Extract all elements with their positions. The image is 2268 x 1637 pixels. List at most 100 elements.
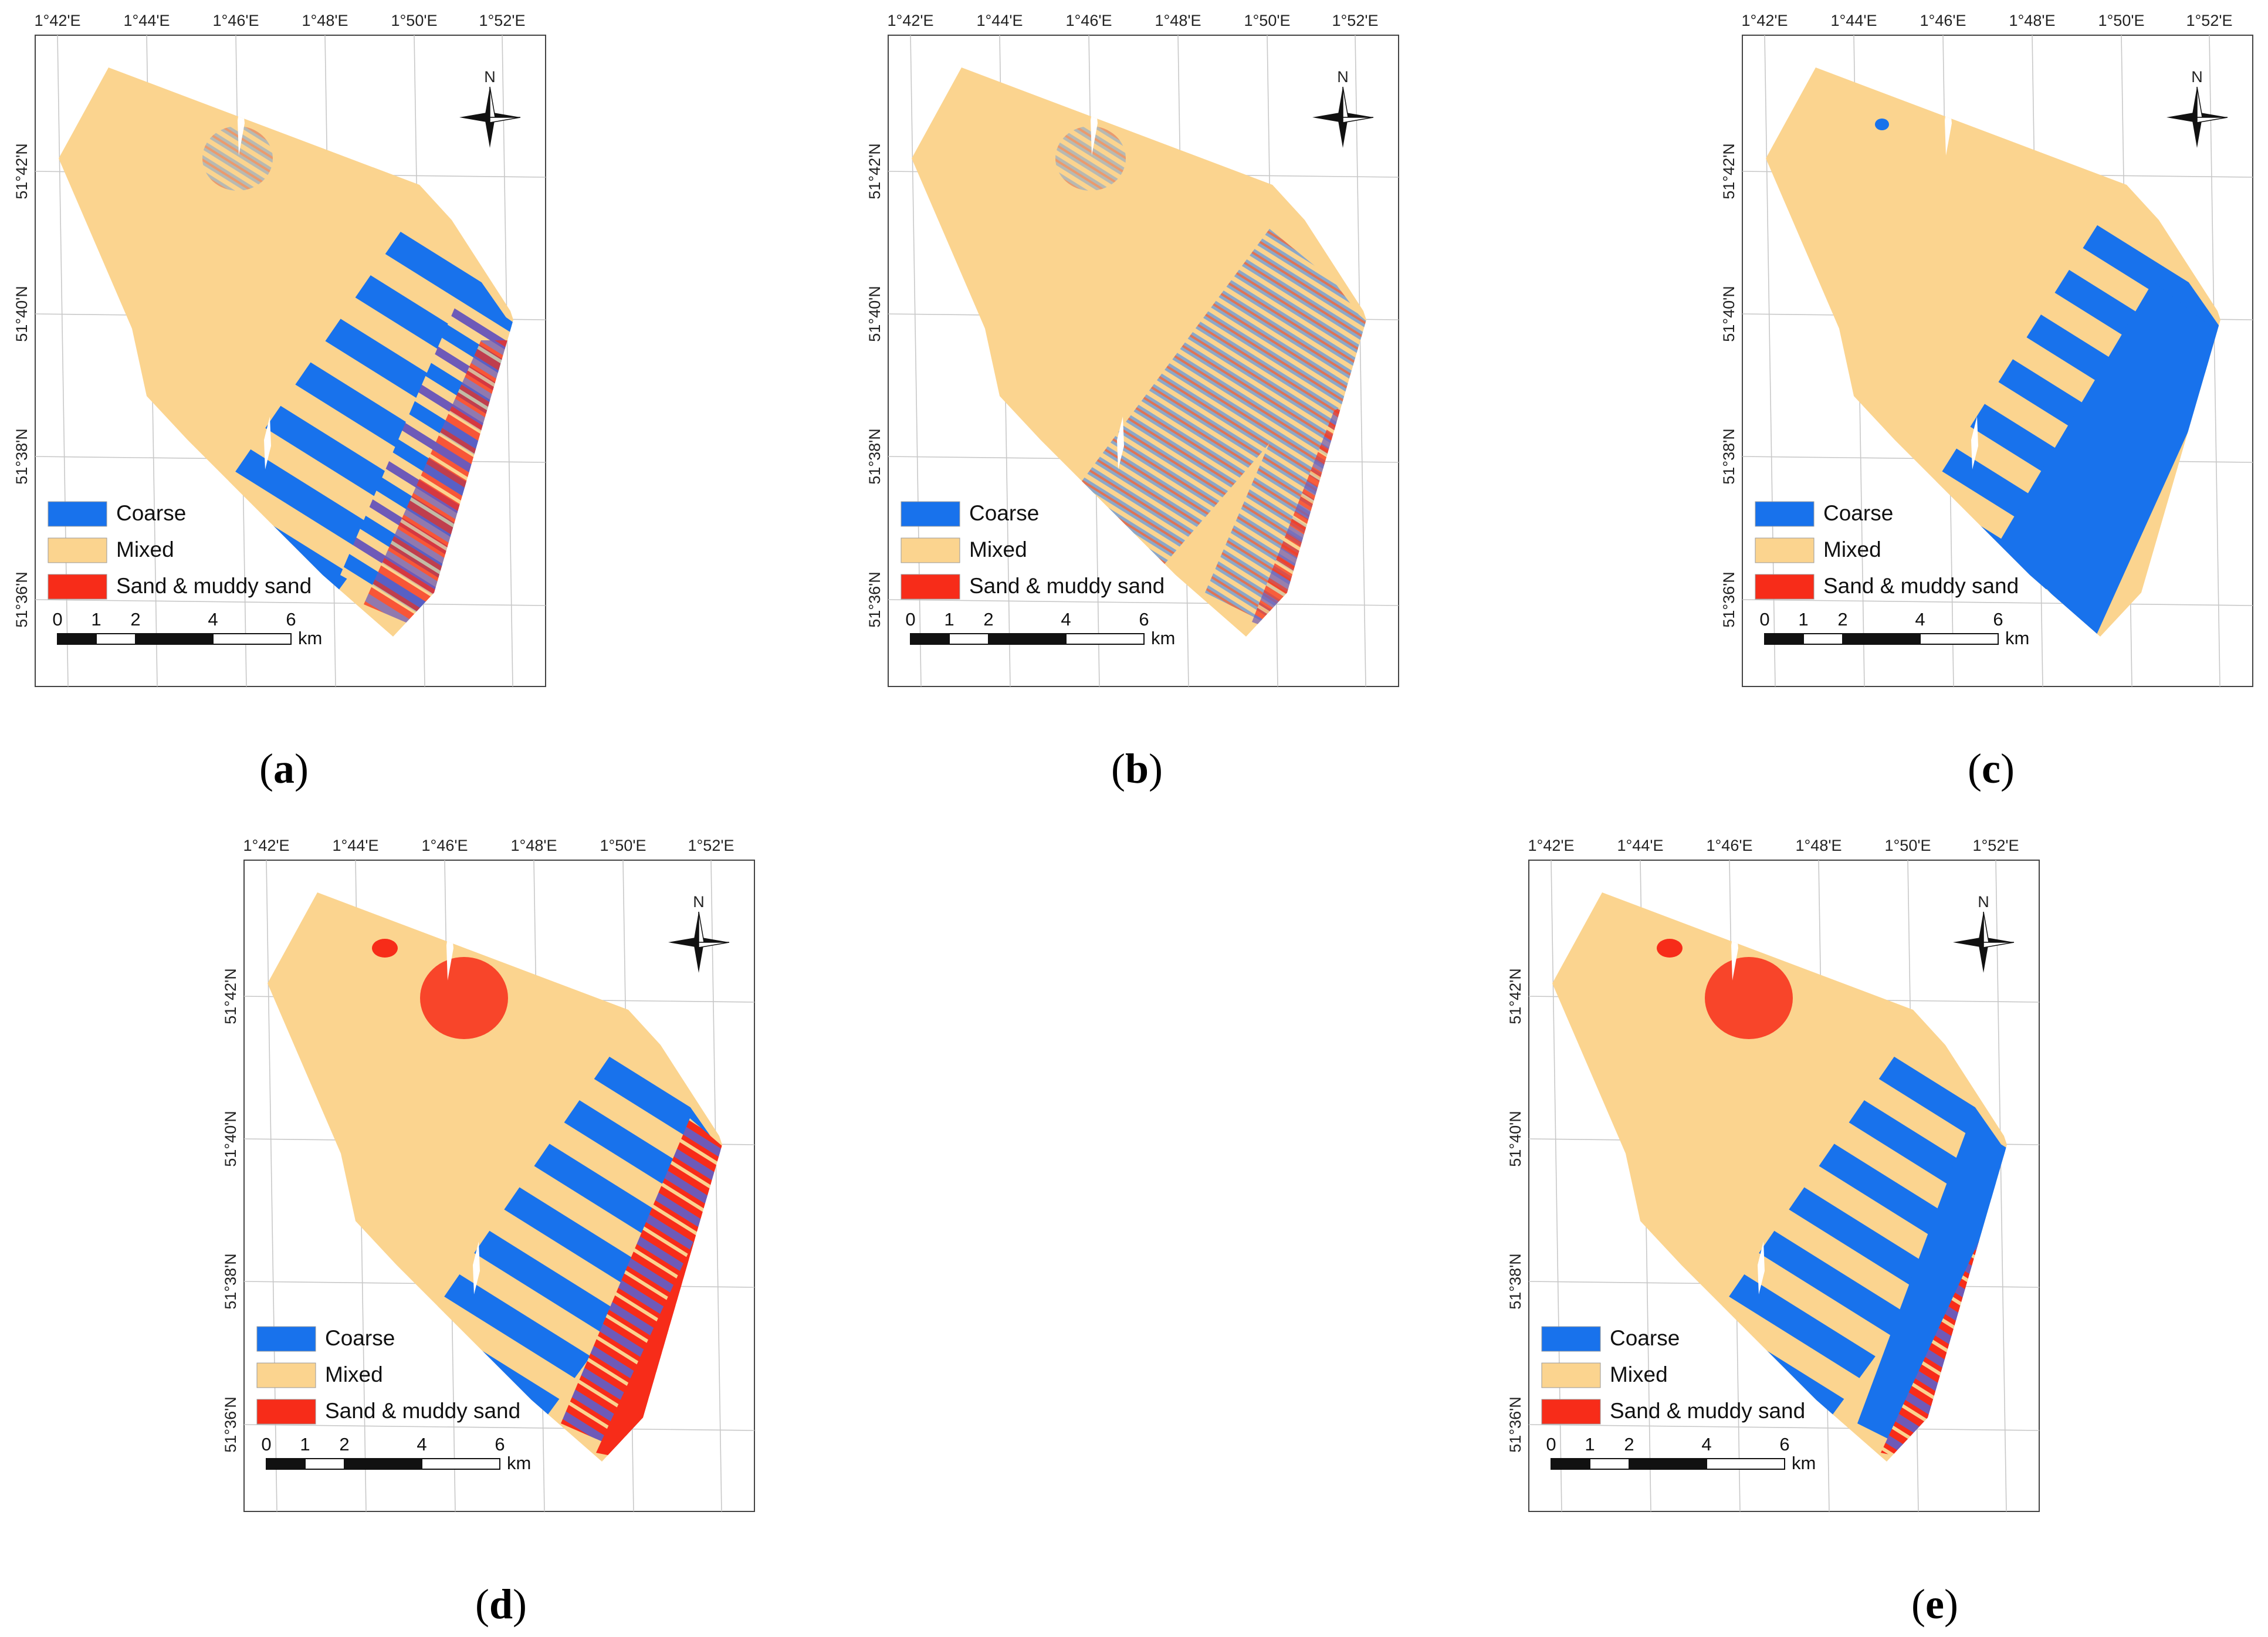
legend-label: Sand & muddy sand bbox=[1610, 1399, 1805, 1423]
lon-label: 1°48'E bbox=[1795, 837, 1842, 854]
meridian-5 bbox=[2209, 35, 2220, 687]
lon-label: 1°50'E bbox=[391, 12, 437, 29]
lon-label: 1°50'E bbox=[600, 837, 646, 854]
coarse-belt bbox=[1722, 1042, 2007, 1453]
scale-bar: 0 1 2 4 6km bbox=[52, 609, 322, 648]
map-panel-b: 1°42'E 1°44'E 1°46'E 1°48'E 1°50'E 1°52'E 51°4… bbox=[866, 12, 1399, 687]
parallel-3 bbox=[1742, 599, 2253, 606]
scale-segment bbox=[1803, 633, 1843, 645]
scale-segment bbox=[1920, 633, 1999, 645]
legend-label: Coarse bbox=[969, 501, 1039, 525]
data-gap bbox=[473, 1242, 480, 1294]
scale-segment bbox=[96, 633, 136, 645]
scale-tick: 4 bbox=[1915, 609, 1925, 630]
lat-label: 51°36'N bbox=[222, 1396, 239, 1453]
legend-swatch bbox=[901, 501, 960, 527]
legend-swatch bbox=[48, 501, 107, 527]
scale-tick: 6 bbox=[286, 609, 296, 630]
legend-swatch bbox=[1541, 1326, 1601, 1352]
meridian-5 bbox=[502, 35, 513, 687]
map-panel-c: 1°42'E 1°44'E 1°46'E 1°48'E 1°50'E 1°52'E 51°4… bbox=[1720, 12, 2253, 687]
sand-belt bbox=[364, 340, 513, 637]
scale-bar: 0 1 2 4 6km bbox=[261, 1434, 531, 1473]
scale-tick: 2 bbox=[1624, 1434, 1634, 1455]
caption-a: (a) bbox=[259, 745, 309, 792]
north-arrow-icon: N bbox=[1312, 68, 1374, 148]
scale-tick: 0 bbox=[1759, 609, 1769, 630]
coarse-belt bbox=[438, 1042, 722, 1453]
coarse-belt-solid bbox=[1857, 1124, 2007, 1462]
legend-label: Sand & muddy sand bbox=[1823, 574, 2019, 598]
nw-sand-patch bbox=[420, 957, 508, 1039]
survey-classes bbox=[202, 94, 513, 637]
legend-swatch bbox=[1755, 501, 1815, 527]
north-label: N bbox=[1337, 68, 1349, 86]
scale-tick: 6 bbox=[1139, 609, 1149, 630]
legend: Coarse Mixed Sand & muddy sand bbox=[48, 501, 312, 600]
scale-segment bbox=[988, 633, 1067, 645]
scale-segment bbox=[949, 633, 989, 645]
data-gap bbox=[1971, 417, 1978, 469]
caption-d: (d) bbox=[475, 1581, 527, 1628]
sand-belt bbox=[561, 1118, 722, 1462]
scale-unit: km bbox=[1151, 628, 1175, 648]
lat-label: 51°40'N bbox=[866, 286, 883, 342]
lon-label: 1°46'E bbox=[1065, 12, 1112, 29]
lon-label: 1°44'E bbox=[976, 12, 1023, 29]
legend-swatch bbox=[901, 537, 960, 563]
north-label: N bbox=[1978, 893, 1989, 911]
lat-label: 51°40'N bbox=[222, 1111, 239, 1167]
coarse-belt-solid bbox=[2000, 282, 2220, 637]
coarse-belt bbox=[1082, 229, 1366, 598]
legend-label: Coarse bbox=[325, 1326, 395, 1350]
scale-tick: 4 bbox=[1061, 609, 1071, 630]
parallel-3 bbox=[243, 1424, 755, 1431]
lon-label: 1°42'E bbox=[243, 837, 289, 854]
north-arrow-icon: N bbox=[668, 893, 730, 973]
north-label: N bbox=[484, 68, 496, 86]
nw-sand-spot bbox=[1657, 939, 1683, 958]
scale-segment bbox=[1764, 633, 1804, 645]
legend-swatch bbox=[1755, 537, 1815, 563]
nw-sand-patch bbox=[1705, 957, 1793, 1039]
legend-label: Mixed bbox=[116, 537, 174, 562]
north-arrow-icon: N bbox=[1953, 893, 2015, 973]
map-panel-e: 1°42'E 1°44'E 1°46'E 1°48'E 1°50'E 1°52'E 51°4… bbox=[1507, 837, 2040, 1512]
scale-tick: 1 bbox=[91, 609, 101, 630]
lat-label: 51°38'N bbox=[1507, 1253, 1524, 1310]
parallel-3 bbox=[1528, 1424, 2040, 1431]
scale-segment bbox=[266, 1458, 306, 1470]
scale-tick: 1 bbox=[1798, 609, 1808, 630]
lon-label: 1°52'E bbox=[1972, 837, 2019, 854]
scale-segment bbox=[212, 633, 292, 645]
lat-label: 51°42'N bbox=[1720, 143, 1738, 199]
legend-label: Sand & muddy sand bbox=[116, 574, 312, 598]
legend-swatch bbox=[256, 1326, 316, 1352]
lat-label: 51°36'N bbox=[13, 571, 31, 628]
lon-label: 1°52'E bbox=[479, 12, 525, 29]
lon-label: 1°52'E bbox=[1332, 12, 1378, 29]
scale-bar: 0 1 2 4 6km bbox=[1546, 1434, 1816, 1473]
legend-swatch bbox=[256, 1362, 316, 1388]
lat-label: 51°36'N bbox=[1507, 1396, 1524, 1453]
parallel-3 bbox=[888, 599, 1399, 606]
scale-segment bbox=[344, 1458, 422, 1470]
lon-label: 1°46'E bbox=[212, 12, 259, 29]
scale-bar: 0 1 2 4 6km bbox=[1759, 609, 2029, 648]
lon-label: 1°50'E bbox=[1884, 837, 1931, 854]
lon-label: 1°44'E bbox=[1830, 12, 1877, 29]
legend-swatch bbox=[48, 537, 107, 563]
lon-label: 1°44'E bbox=[123, 12, 170, 29]
scale-tick: 0 bbox=[52, 609, 62, 630]
legend-swatch bbox=[1755, 574, 1815, 600]
legend-swatch bbox=[1541, 1362, 1601, 1388]
caption-c: (c) bbox=[1968, 745, 2015, 792]
lon-label: 1°52'E bbox=[688, 837, 734, 854]
nw-sand-spot bbox=[372, 939, 398, 958]
nw-coarse-spot bbox=[1875, 119, 1889, 130]
scale-tick: 1 bbox=[1585, 1434, 1595, 1455]
caption-e: (e) bbox=[1911, 1581, 1958, 1628]
lon-label: 1°48'E bbox=[510, 837, 557, 854]
lat-label: 51°38'N bbox=[1720, 428, 1738, 485]
